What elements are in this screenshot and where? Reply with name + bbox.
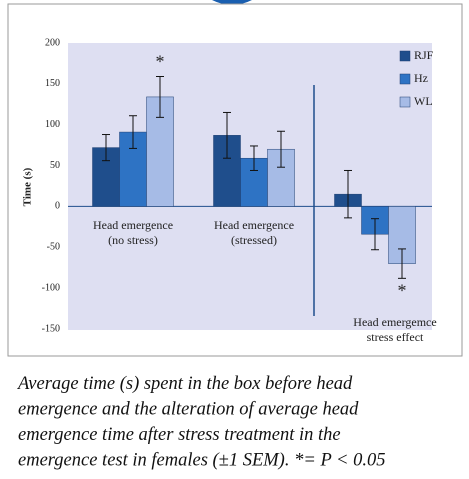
legend-label: RJF bbox=[414, 48, 434, 62]
caption-line: emergence time after stress treatment in… bbox=[18, 425, 341, 445]
category-label: Head emergence bbox=[93, 218, 173, 232]
error-bar bbox=[129, 115, 137, 149]
error-bar bbox=[156, 76, 164, 118]
error-bar bbox=[344, 169, 352, 219]
y-tick-label: -100 bbox=[42, 282, 60, 293]
legend-swatch bbox=[399, 96, 411, 108]
error-bar bbox=[250, 145, 258, 171]
y-tick-label: -50 bbox=[47, 242, 60, 253]
y-tick-label: 200 bbox=[45, 37, 60, 48]
annotation: * bbox=[398, 280, 407, 300]
caption-line: emergence test in females (±1 SEM). *= P… bbox=[18, 451, 386, 471]
legend-label: WL bbox=[414, 94, 433, 108]
legend-label: Hz bbox=[414, 71, 428, 85]
annotation: * bbox=[156, 52, 165, 72]
category-label: Head emergemce bbox=[353, 315, 436, 329]
y-tick-label: 150 bbox=[45, 78, 60, 89]
category-label: (stressed) bbox=[231, 233, 277, 247]
y-tick-label: -150 bbox=[42, 323, 60, 334]
y-tick-label: 50 bbox=[50, 160, 60, 171]
category-label: Head emergence bbox=[214, 218, 294, 232]
category-label: stress effect bbox=[367, 330, 424, 344]
error-bar bbox=[223, 111, 231, 159]
error-bar bbox=[102, 134, 110, 162]
bar bbox=[267, 148, 295, 207]
y-tick-label: 0 bbox=[55, 201, 60, 212]
legend-swatch bbox=[399, 50, 411, 62]
caption-line: Average time (s) spent in the box before… bbox=[16, 374, 353, 394]
error-bar bbox=[277, 130, 285, 168]
legend-swatch bbox=[399, 73, 411, 85]
caption-line: emergence and the alteration of average … bbox=[18, 400, 359, 420]
category-label: (no stress) bbox=[108, 233, 158, 247]
error-bar bbox=[371, 218, 379, 251]
error-bar bbox=[398, 248, 406, 279]
y-tick-label: 100 bbox=[45, 119, 60, 130]
y-axis-label: Time (s) bbox=[22, 167, 34, 206]
